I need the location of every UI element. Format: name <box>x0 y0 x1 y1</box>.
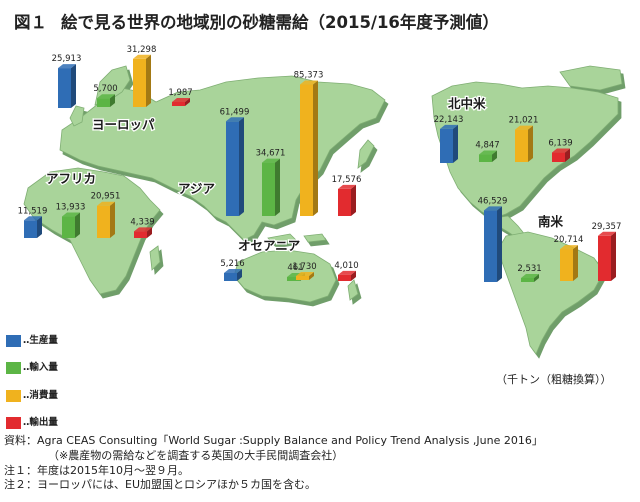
region-label: オセアニア <box>238 238 300 253</box>
bar-mark <box>300 80 318 217</box>
region-label: ヨーロッパ <box>92 117 155 132</box>
value-label: 1,987 <box>168 88 192 98</box>
figure-number: 図１ <box>14 13 47 32</box>
value-label: 61,499 <box>220 107 250 117</box>
legend-swatch <box>6 334 21 347</box>
title-text: 絵で見る世界の地域別の砂糖需給（2015/16年度予測値） <box>61 13 499 32</box>
value-label: 2,531 <box>517 264 541 274</box>
bar-mark <box>484 206 502 282</box>
bar-mark <box>62 212 80 238</box>
value-label: 13,933 <box>56 203 86 213</box>
bar-mark <box>97 201 115 238</box>
legend-label: 消費量 <box>29 390 58 401</box>
value-label: 22,143 <box>434 115 464 125</box>
value-label: 11,519 <box>18 206 48 216</box>
madagascar-landmass <box>149 245 161 271</box>
value-label: 6,139 <box>548 139 572 149</box>
south-america-landmass <box>499 231 605 355</box>
region-label: 北中米 <box>448 96 486 111</box>
australia-landmass <box>233 249 337 303</box>
value-label: 4,010 <box>334 261 358 271</box>
japan-landmass <box>357 139 375 169</box>
bar-mark <box>338 184 356 216</box>
bar-mark <box>172 98 190 106</box>
value-label: 21,021 <box>509 116 539 126</box>
legend-swatch <box>6 361 21 374</box>
bar-mark <box>440 124 458 163</box>
bar-mark <box>521 274 539 282</box>
bar-mark <box>296 272 314 280</box>
value-label: 20,951 <box>91 192 121 202</box>
value-label: 4,847 <box>475 141 499 151</box>
region-label: 南米 <box>538 214 564 229</box>
value-label: 31,298 <box>127 45 157 55</box>
bar-mark <box>515 125 533 162</box>
value-label: 5,700 <box>93 84 117 94</box>
value-label: 461 <box>287 263 303 273</box>
region-label: アジア <box>178 181 215 196</box>
bar-mark <box>598 231 616 281</box>
chart-title: 図１ 絵で見る世界の地域別の砂糖需給（2015/16年度予測値） <box>14 9 499 33</box>
legend-item-production: ‥生産量 <box>6 332 58 347</box>
unit-label: （千トン（粗糖換算）） <box>496 373 612 386</box>
notes: 資料：Agra CEAS Consulting「World Sugar :Sup… <box>4 434 543 493</box>
value-label: 20,714 <box>554 235 584 245</box>
value-label: 4,339 <box>130 217 154 227</box>
note-1: 注１：年度は2015年10月～翌９月。 <box>4 463 189 477</box>
bar-mark <box>560 245 578 281</box>
bar-mark <box>552 148 570 162</box>
legend-swatch <box>6 416 21 429</box>
bar-mark <box>479 150 497 162</box>
value-label: 34,671 <box>256 149 286 159</box>
region-label: アフリカ <box>46 171 96 186</box>
new-zealand-landmass <box>347 279 359 301</box>
bar-mark <box>226 117 244 216</box>
africa-landmass <box>23 167 161 295</box>
legend-label: 生産量 <box>29 335 58 346</box>
britain-landmass <box>69 105 85 127</box>
arctic-island-landmass <box>559 65 623 91</box>
legend-item-import: ‥輸入量 <box>6 359 58 374</box>
value-label: 85,373 <box>294 71 324 81</box>
bar-marks <box>24 54 616 282</box>
bar-mark <box>97 94 115 107</box>
legend-label: 輸出量 <box>29 417 58 428</box>
value-label: 5,216 <box>220 259 244 269</box>
indonesia-islands <box>267 233 327 245</box>
bar-mark <box>338 270 356 281</box>
legend-item-export: ‥輸出量 <box>6 414 58 429</box>
value-label: 17,576 <box>332 175 362 185</box>
legend-label: 輸入量 <box>29 362 58 373</box>
source-subnote: （※農産物の需給などを調査する英国の大手民間調査会社） <box>48 448 344 462</box>
bar-mark <box>58 64 76 108</box>
bar-mark <box>24 216 42 238</box>
bar-mark <box>134 227 152 238</box>
bar-mark <box>224 268 242 281</box>
value-label: 1,730 <box>292 262 316 272</box>
value-label: 29,357 <box>592 222 622 232</box>
note-2: 注２：ヨーロッパには、EU加盟国とロシアほか５カ国を含む。 <box>4 478 316 492</box>
legend-swatch <box>6 389 21 402</box>
value-label: 46,529 <box>478 196 508 206</box>
source-note: 資料：Agra CEAS Consulting「World Sugar :Sup… <box>4 434 543 447</box>
value-label: 25,913 <box>52 54 82 64</box>
value-labels: 25,913 5,700 31,298 1,987 61,499 34,671 85,373… <box>18 45 622 274</box>
bar-mark <box>262 158 280 216</box>
legend-item-consumption: ‥消費量 <box>6 387 58 402</box>
bar-mark <box>133 54 151 107</box>
